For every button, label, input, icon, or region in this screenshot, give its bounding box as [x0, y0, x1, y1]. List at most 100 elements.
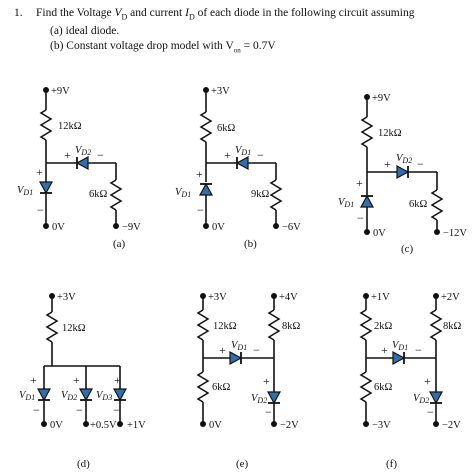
gnd-node-b [203, 223, 209, 229]
diode-c-d1 [360, 195, 374, 208]
caption-a: (a) [113, 238, 126, 250]
resistor-f-r3 [359, 371, 373, 403]
plus-d-d1: + [30, 373, 37, 387]
resistor-label-e-r3: 6kΩ [212, 382, 231, 393]
supply-label-c: +9V [372, 93, 391, 104]
minus-c-d1: − [357, 211, 364, 225]
vd1-label-d: VD1 [19, 390, 35, 402]
v-symbol: V [114, 7, 122, 19]
vd1-label-a: VD1 [17, 185, 33, 197]
minus-d-d2: − [76, 403, 83, 417]
resistor-label-d-r1: 12kΩ [62, 323, 86, 334]
plus-e-d2: + [263, 374, 270, 388]
resistor-label-a-r2: 6kΩ [89, 189, 108, 200]
plus-f-d2: + [424, 374, 431, 388]
diode-b-d2 [236, 156, 249, 170]
minus-f-d2: − [427, 405, 434, 419]
caption-e: (e) [236, 458, 249, 470]
resistor-e-r1 [196, 309, 210, 341]
resistor-label-a-r1: 12kΩ [58, 121, 82, 132]
part-b-suffix: = 0.7V [240, 40, 276, 53]
gnd-label-b: 0V [212, 222, 225, 233]
resistor-e-r3 [196, 371, 210, 403]
caption-c: (c) [401, 243, 414, 255]
supply2-label-f: +2V [441, 292, 460, 303]
minus-b-d1: − [197, 203, 204, 217]
plus-a-d2: + [64, 148, 71, 162]
plus-c-d2: + [384, 157, 391, 171]
problem-part-b: (b) Constant voltage drop model with Von… [8, 39, 414, 58]
vd2-label-b: VD1 [235, 145, 251, 157]
minus-d-d3: − [113, 403, 120, 417]
diode-b-d1 [199, 183, 213, 196]
diode-d-d1 [37, 388, 51, 401]
resistor-label-f-r1: 2kΩ [374, 321, 393, 332]
vd2-label-a: VD2 [75, 145, 91, 157]
resistor-label-c-r2: 6kΩ [409, 199, 428, 210]
resistor-a-r1 [39, 109, 53, 141]
vd1-label-b: VD1 [175, 187, 191, 199]
diode-f-d2 [429, 391, 443, 404]
neg2-node-f [433, 421, 439, 427]
supply-label-d: +3V [57, 292, 76, 303]
line-main-prefix: Find the Voltage [36, 7, 115, 19]
plus-d-d3: + [114, 373, 121, 387]
resistor-label-c-r1: 12kΩ [378, 128, 402, 139]
line-main-suffix: of each diode in the following circuit a… [194, 7, 415, 19]
neg-node-b [273, 223, 279, 229]
minus-d-d1: − [33, 403, 40, 417]
resistor-f-r2 [429, 309, 443, 341]
vd2-label-e: VD2 [251, 393, 267, 405]
problem-number: 1. [14, 7, 23, 19]
diode-e-d1 [229, 351, 242, 365]
resistor-f-r1 [359, 309, 373, 341]
resistor-d-r1 [45, 311, 59, 343]
neg1-node-f [363, 421, 369, 427]
diode-a-d2 [76, 156, 89, 170]
part-b-prefix: (b) Constant voltage drop model with V [50, 40, 234, 53]
plus-b-d2: + [224, 148, 231, 162]
circuit-a: +9V 12kΩ 6kΩ −9V 0V + − VD1 + − VD2 (a) [17, 86, 141, 250]
resistor-c-r2 [430, 189, 444, 221]
gnd-label-e: 0V [209, 420, 222, 431]
diode-d-d3 [113, 388, 127, 401]
supply2-label-e: +4V [279, 292, 298, 303]
gnd-label-a: 0V [52, 222, 65, 233]
minus-e-d1: − [253, 343, 260, 357]
line-main-mid: and current [127, 7, 186, 19]
neg-node-c [434, 229, 440, 235]
diode-e-d2 [267, 391, 281, 404]
resistor-b-r2 [269, 179, 283, 211]
minus-a-d1: − [37, 203, 44, 217]
resistor-label-f-r3: 6kΩ [374, 382, 393, 393]
minus-a-d2: − [97, 148, 104, 162]
problem-part-a: (a) ideal diode. [50, 25, 120, 38]
gnd-node-e [200, 421, 206, 427]
caption-b: (b) [244, 238, 257, 250]
minus-b-d2: − [257, 148, 264, 162]
circuit-f: +1V 2kΩ 6kΩ −3V +2V 8kΩ −2V + − VD1 + − … [359, 292, 462, 470]
circuit-e: +3V 12kΩ 6kΩ 0V +4V 8kΩ −2V + − VD1 + − … [196, 292, 301, 470]
minus-e-d2: − [265, 405, 272, 419]
resistor-label-e-r1: 12kΩ [213, 321, 237, 332]
neg1-label-f: −3V [372, 420, 391, 431]
circuit-c: +9V 12kΩ 6kΩ −12V 0V + − VD1 + − VD2 (c) [338, 93, 467, 255]
plus-a-d1: + [36, 165, 43, 179]
resistor-a-r2 [109, 179, 123, 211]
plus-f-d1: + [381, 343, 388, 357]
neg2-label-f: −2V [442, 420, 461, 431]
vd1-label-c: VD1 [338, 197, 354, 209]
supply1-label-f: +1V [371, 292, 390, 303]
v-sub: D [121, 12, 128, 22]
vd2-label-d: VD2 [61, 390, 77, 402]
resistor-label-e-r2: 8kΩ [282, 321, 301, 332]
terminal-d-3 [117, 421, 123, 427]
neg-label-a: −9V [122, 222, 141, 233]
terminal-label-d-2: +0.5V [90, 420, 117, 431]
neg-node-a [113, 223, 119, 229]
vd1-label-f: VD1 [392, 340, 408, 352]
gnd-label-c: 0V [373, 228, 386, 239]
terminal-d-2 [83, 421, 89, 427]
resistor-b-r1 [199, 111, 213, 143]
